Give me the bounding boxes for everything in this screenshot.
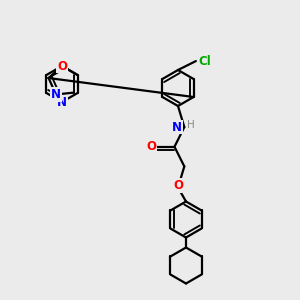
Text: N: N <box>172 121 182 134</box>
Text: O: O <box>57 59 67 73</box>
Text: Cl: Cl <box>198 55 211 68</box>
Text: N: N <box>51 88 61 101</box>
Text: O: O <box>146 140 157 153</box>
Text: O: O <box>173 179 183 192</box>
Text: N: N <box>57 97 67 110</box>
Text: H: H <box>187 120 195 130</box>
